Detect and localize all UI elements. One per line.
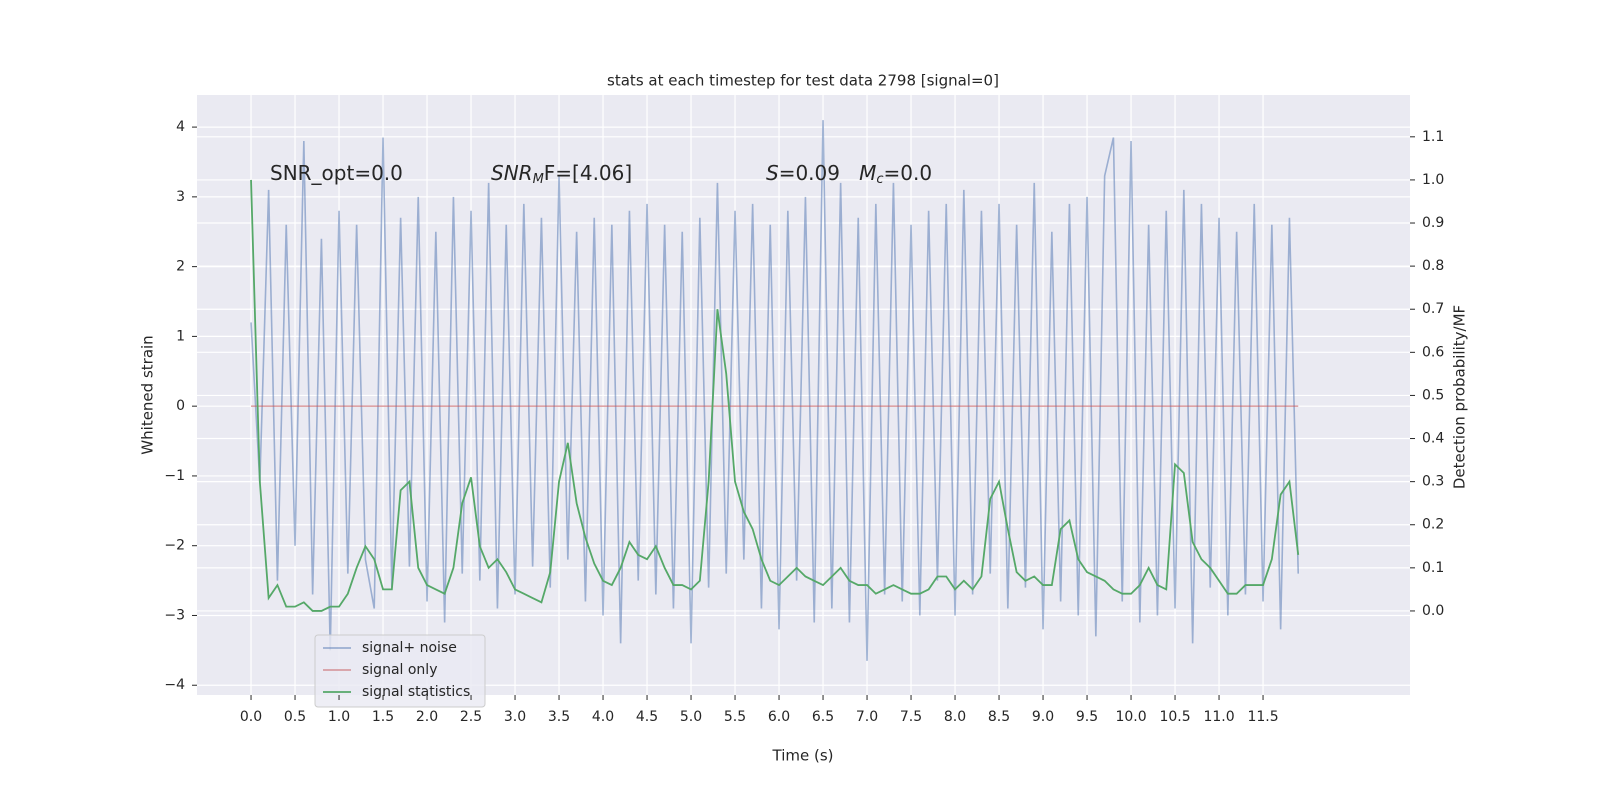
legend-label: signal+ noise [362,640,457,656]
annotation-part: SNR [491,161,533,185]
y-tick-label: 4 [176,119,185,135]
grid [197,95,1410,695]
x-tick-label: 4.0 [592,709,614,725]
annotation: SNR_opt=0.0 [270,161,403,185]
y2-tick-label: 0.6 [1422,344,1444,360]
y2-tick-label: 0.9 [1422,215,1444,231]
x-tick-label: 7.5 [900,709,922,725]
x-tick-label: 11.5 [1247,709,1278,725]
x-tick-label: 5.0 [680,709,702,725]
y-tick-label: −3 [164,607,185,623]
annotation-part: M [859,161,876,185]
x-tick-label: 5.5 [724,709,746,725]
y-tick-label: 1 [176,328,185,344]
annotations: SNR_opt=0.0 SNRMF=[4.06] S=0.09 Mc=0.0 [270,161,932,187]
x-tick-label: 2.0 [416,709,438,725]
series-line [250,120,1300,661]
y-axis-label: Whitened strain [139,335,157,454]
x-tick-label: 10.0 [1115,709,1146,725]
x-tick-label: 0.5 [284,709,306,725]
y-tick-label: −4 [164,677,185,693]
x-tick-label: 3.0 [504,709,526,725]
y2-tick-label: 0.3 [1422,474,1444,490]
y2-tick-label: 1.0 [1422,172,1444,188]
x-tick-label: 6.0 [768,709,790,725]
x-tick-label: 3.5 [548,709,570,725]
y2-tick-label: 0.2 [1422,517,1444,533]
x-tick-label: 1.0 [328,709,350,725]
x-tick-label: 7.0 [856,709,878,725]
y2-tick-label: 0.4 [1422,431,1444,447]
annotation-part: =0.0 [884,161,933,185]
x-tick-label: 9.5 [1076,709,1098,725]
y2-tick-label: 0.0 [1422,603,1444,619]
legend-label: signal only [362,662,437,678]
annotation-part: =0.09 [779,161,859,185]
series-line [250,179,1300,612]
x-tick-label: 8.0 [944,709,966,725]
annotation-part: M [533,172,544,187]
chart-title: stats at each timestep for test data 279… [607,72,999,90]
annotation-part: SNR_opt=0.0 [270,161,403,185]
annotation: S=0.09 Mc=0.0 [766,161,932,187]
x-tick-label: 9.0 [1032,709,1054,725]
annotation-part: F=[4.06] [544,161,632,185]
y-tick-label: −2 [164,538,185,554]
y-tick-label: 0 [176,398,185,414]
y2-tick-label: 1.1 [1422,129,1444,145]
x-tick-label: 8.5 [988,709,1010,725]
x-tick-label: 4.5 [636,709,658,725]
legend: signal+ noise signal only signal statistic… [314,634,486,708]
legend-label: signal statistics [362,684,470,700]
x-tick-label: 6.5 [812,709,834,725]
y-tick-label: −1 [164,468,185,484]
y2-axis-label: Detection probability/MF [1451,305,1469,489]
annotation-part: S [766,161,779,185]
x-axis-label: Time (s) [772,747,834,765]
y-tick-label: 2 [176,259,185,275]
x-tick-label: 1.5 [372,709,394,725]
annotation-part: c [876,172,883,187]
marks [250,120,1300,661]
x-tick-label: 10.5 [1159,709,1190,725]
y2-tick-label: 0.1 [1422,560,1444,576]
y-tick-label: 3 [176,189,185,205]
x-tick-label: 2.5 [460,709,482,725]
x-tick-label: 0.0 [240,709,262,725]
y2-tick-label: 0.8 [1422,258,1444,274]
y2-tick-label: 0.7 [1422,301,1444,317]
x-tick-label: 11.0 [1203,709,1234,725]
y2-tick-label: 0.5 [1422,387,1444,403]
annotation: SNRMF=[4.06] [491,161,632,187]
legend-box [314,634,486,708]
